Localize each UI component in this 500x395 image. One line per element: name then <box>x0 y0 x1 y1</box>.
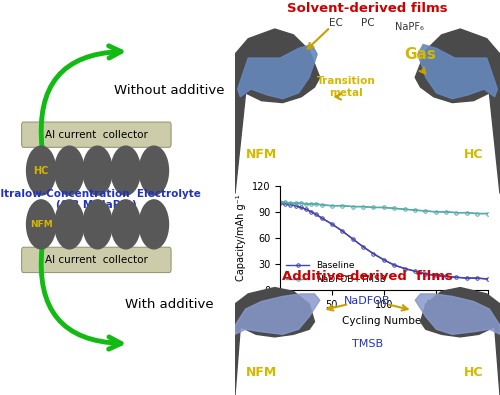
Baseline <box>277 201 283 205</box>
Text: Transition
metal: Transition metal <box>317 76 376 98</box>
Baseline <box>303 207 309 212</box>
Text: NFM: NFM <box>30 220 52 229</box>
Circle shape <box>26 200 56 249</box>
Baseline <box>422 271 428 276</box>
Circle shape <box>83 200 112 249</box>
Polygon shape <box>418 45 498 99</box>
Text: (0.3 M NaPF₆): (0.3 M NaPF₆) <box>56 199 136 210</box>
Circle shape <box>140 146 168 195</box>
NaDFOB+TMSB <box>277 200 283 205</box>
NaDFOB+TMSB <box>292 201 298 205</box>
Polygon shape <box>238 45 317 99</box>
NaDFOB+TMSB <box>339 203 345 208</box>
Baseline <box>339 229 345 233</box>
Baseline <box>464 276 470 280</box>
Line: Baseline: Baseline <box>278 201 489 281</box>
FancyBboxPatch shape <box>22 122 171 147</box>
Text: With additive: With additive <box>125 298 214 310</box>
Baseline <box>298 205 304 210</box>
Text: Without additive: Without additive <box>114 85 224 97</box>
NaDFOB+TMSB <box>314 201 320 206</box>
NaDFOB+TMSB <box>308 201 314 206</box>
Baseline <box>432 273 438 278</box>
Baseline <box>282 201 288 206</box>
NaDFOB+TMSB <box>298 201 304 205</box>
NaDFOB+TMSB <box>350 204 356 209</box>
Circle shape <box>26 146 56 195</box>
Text: HC: HC <box>464 149 483 161</box>
Text: EC: EC <box>329 18 342 28</box>
NaDFOB+TMSB <box>454 210 460 215</box>
NaDFOB+TMSB <box>360 204 366 209</box>
Baseline <box>370 251 376 256</box>
Baseline <box>314 212 320 217</box>
NaDFOB+TMSB <box>402 207 407 212</box>
NaDFOB+TMSB <box>329 203 335 208</box>
Text: HC: HC <box>34 166 49 176</box>
Baseline <box>402 266 407 271</box>
Text: HC: HC <box>464 366 483 379</box>
NaDFOB+TMSB <box>282 200 288 205</box>
Circle shape <box>140 200 168 249</box>
Text: NaPF₆: NaPF₆ <box>396 22 424 32</box>
Polygon shape <box>235 29 320 194</box>
Baseline <box>318 216 324 220</box>
Text: NFM: NFM <box>246 149 277 161</box>
Polygon shape <box>415 294 500 334</box>
Line: NaDFOB+TMSB: NaDFOB+TMSB <box>278 201 489 215</box>
Circle shape <box>55 146 84 195</box>
Legend: Baseline, NaDFOB+TMSB: Baseline, NaDFOB+TMSB <box>284 260 388 286</box>
Text: Additive-derived  films: Additive-derived films <box>282 270 453 283</box>
X-axis label: Cycling Number: Cycling Number <box>342 316 425 325</box>
Circle shape <box>55 200 84 249</box>
NaDFOB+TMSB <box>303 201 309 206</box>
Text: Al current  collector: Al current collector <box>45 255 148 265</box>
Text: Ultralow-Concentration  Electrolyte: Ultralow-Concentration Electrolyte <box>0 188 201 199</box>
Circle shape <box>83 146 112 195</box>
Baseline <box>360 245 366 249</box>
Circle shape <box>111 200 140 249</box>
Y-axis label: Capacity/mAh g⁻¹: Capacity/mAh g⁻¹ <box>236 195 246 281</box>
NaDFOB+TMSB <box>484 211 490 216</box>
NaDFOB+TMSB <box>432 209 438 214</box>
Text: TMSB: TMSB <box>352 339 383 350</box>
Text: NaDFOB: NaDFOB <box>344 297 391 307</box>
Polygon shape <box>235 294 320 334</box>
FancyBboxPatch shape <box>22 247 171 273</box>
Baseline <box>329 222 335 226</box>
Polygon shape <box>235 288 314 395</box>
Baseline <box>308 209 314 214</box>
Baseline <box>412 269 418 273</box>
NaDFOB+TMSB <box>288 201 294 205</box>
Baseline <box>288 203 294 207</box>
Baseline <box>474 276 480 280</box>
NaDFOB+TMSB <box>318 203 324 207</box>
Baseline <box>292 203 298 208</box>
NaDFOB+TMSB <box>391 206 397 211</box>
NaDFOB+TMSB <box>370 205 376 210</box>
NaDFOB+TMSB <box>443 209 449 214</box>
Circle shape <box>111 146 140 195</box>
NaDFOB+TMSB <box>422 209 428 213</box>
NaDFOB+TMSB <box>464 210 470 215</box>
Baseline <box>484 276 490 281</box>
Baseline <box>454 275 460 280</box>
Text: Al current  collector: Al current collector <box>45 130 148 140</box>
Text: PC: PC <box>360 18 374 28</box>
Baseline <box>381 258 387 262</box>
NaDFOB+TMSB <box>381 205 387 210</box>
Baseline <box>350 237 356 241</box>
NaDFOB+TMSB <box>474 211 480 216</box>
Text: NFM: NFM <box>246 366 277 379</box>
Baseline <box>391 263 397 267</box>
Text: Gas: Gas <box>404 47 436 62</box>
Text: Solvent-derived films: Solvent-derived films <box>287 2 448 15</box>
Polygon shape <box>420 288 500 395</box>
NaDFOB+TMSB <box>412 208 418 213</box>
Polygon shape <box>415 29 500 194</box>
Baseline <box>443 274 449 279</box>
